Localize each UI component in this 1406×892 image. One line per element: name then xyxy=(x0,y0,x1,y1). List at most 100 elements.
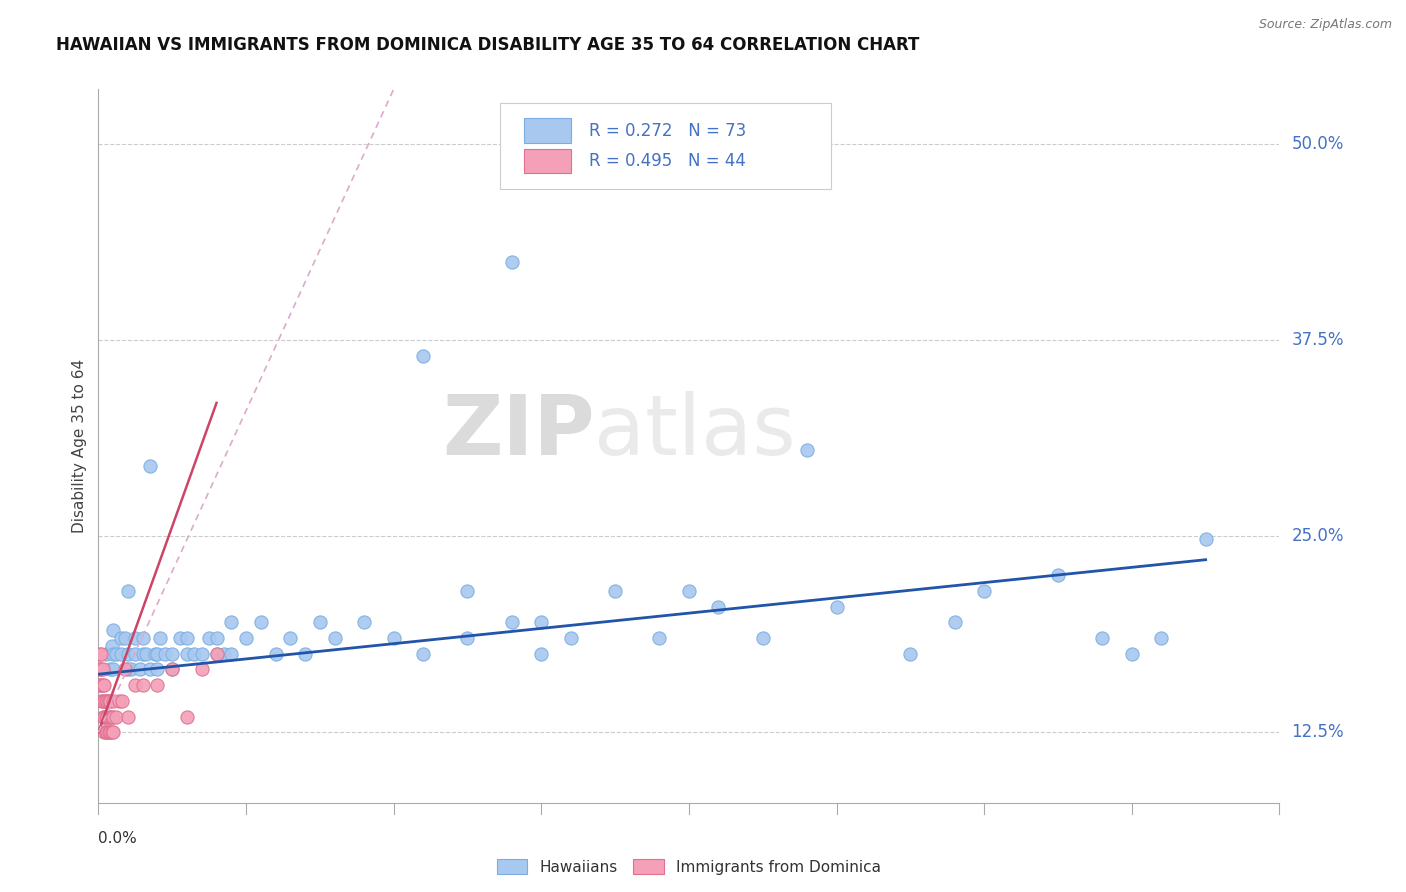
Y-axis label: Disability Age 35 to 64: Disability Age 35 to 64 xyxy=(72,359,87,533)
Text: ZIP: ZIP xyxy=(441,392,595,472)
Point xyxy=(250,615,273,630)
Point xyxy=(1091,631,1114,645)
Point xyxy=(973,584,995,599)
Point xyxy=(91,694,114,708)
Point xyxy=(139,663,162,677)
Point xyxy=(96,725,118,739)
Point xyxy=(707,599,730,614)
Point xyxy=(124,647,146,661)
Point xyxy=(678,584,700,599)
Point xyxy=(135,647,157,661)
Point xyxy=(456,631,478,645)
Point xyxy=(100,725,122,739)
FancyBboxPatch shape xyxy=(523,149,571,173)
Point xyxy=(98,709,121,723)
Point xyxy=(501,615,523,630)
Point xyxy=(103,694,125,708)
Point xyxy=(114,631,136,645)
Point xyxy=(198,631,221,645)
Point xyxy=(91,678,114,692)
Point xyxy=(219,615,242,630)
Point xyxy=(530,647,553,661)
Point xyxy=(96,694,118,708)
Text: Source: ZipAtlas.com: Source: ZipAtlas.com xyxy=(1258,18,1392,31)
Point xyxy=(560,631,582,645)
Point xyxy=(796,442,818,457)
Point xyxy=(128,663,150,677)
Point xyxy=(103,624,125,638)
Point xyxy=(93,709,115,723)
Point xyxy=(91,709,114,723)
Point xyxy=(900,647,922,661)
Point xyxy=(1195,533,1218,547)
Point xyxy=(825,599,848,614)
Point xyxy=(205,647,228,661)
Point xyxy=(94,694,117,708)
Point xyxy=(120,663,142,677)
FancyBboxPatch shape xyxy=(523,119,571,143)
FancyBboxPatch shape xyxy=(501,103,831,189)
Point xyxy=(143,647,166,661)
Point xyxy=(89,647,111,661)
Point xyxy=(943,615,966,630)
Point xyxy=(124,678,146,692)
Point xyxy=(96,709,118,723)
Point xyxy=(1121,647,1143,661)
Point xyxy=(103,725,125,739)
Point xyxy=(100,639,122,653)
Point xyxy=(353,615,375,630)
Point xyxy=(605,584,627,599)
Point xyxy=(309,615,332,630)
Point xyxy=(278,631,302,645)
Point xyxy=(162,663,183,677)
Point xyxy=(501,254,523,268)
Point xyxy=(93,678,115,692)
Point xyxy=(90,663,112,677)
Point xyxy=(530,615,553,630)
Text: 0.0%: 0.0% xyxy=(98,831,138,847)
Point xyxy=(117,663,139,677)
Text: R = 0.495   N = 44: R = 0.495 N = 44 xyxy=(589,153,745,170)
Point xyxy=(139,458,162,473)
Text: 50.0%: 50.0% xyxy=(1291,135,1344,153)
Point xyxy=(264,647,287,661)
Text: R = 0.272   N = 73: R = 0.272 N = 73 xyxy=(589,121,745,139)
Point xyxy=(103,709,125,723)
Point xyxy=(108,694,131,708)
Point xyxy=(219,647,242,661)
Point xyxy=(412,647,434,661)
Point xyxy=(751,631,773,645)
Point xyxy=(132,647,155,661)
Point xyxy=(93,725,115,739)
Text: atlas: atlas xyxy=(595,392,796,472)
Point xyxy=(90,647,112,661)
Point xyxy=(146,678,169,692)
Point xyxy=(94,725,117,739)
Text: 25.0%: 25.0% xyxy=(1291,527,1344,545)
Point xyxy=(94,647,117,661)
Legend: Hawaiians, Immigrants from Dominica: Hawaiians, Immigrants from Dominica xyxy=(491,853,887,880)
Text: 12.5%: 12.5% xyxy=(1291,723,1344,741)
Point xyxy=(98,694,121,708)
Point xyxy=(169,631,191,645)
Point xyxy=(105,709,128,723)
Point xyxy=(412,349,434,363)
Point xyxy=(132,678,155,692)
Point xyxy=(94,709,117,723)
Point xyxy=(183,647,205,661)
Point xyxy=(162,647,183,661)
Point xyxy=(176,709,198,723)
Point xyxy=(98,725,121,739)
Point xyxy=(89,663,111,677)
Point xyxy=(1150,631,1173,645)
Point xyxy=(205,647,228,661)
Point xyxy=(98,663,121,677)
Point xyxy=(153,647,176,661)
Point xyxy=(117,647,139,661)
Text: HAWAIIAN VS IMMIGRANTS FROM DOMINICA DISABILITY AGE 35 TO 64 CORRELATION CHART: HAWAIIAN VS IMMIGRANTS FROM DOMINICA DIS… xyxy=(56,36,920,54)
Point xyxy=(110,631,132,645)
Point xyxy=(162,663,183,677)
Point xyxy=(1046,568,1069,582)
Point xyxy=(176,631,198,645)
Point xyxy=(176,647,198,661)
